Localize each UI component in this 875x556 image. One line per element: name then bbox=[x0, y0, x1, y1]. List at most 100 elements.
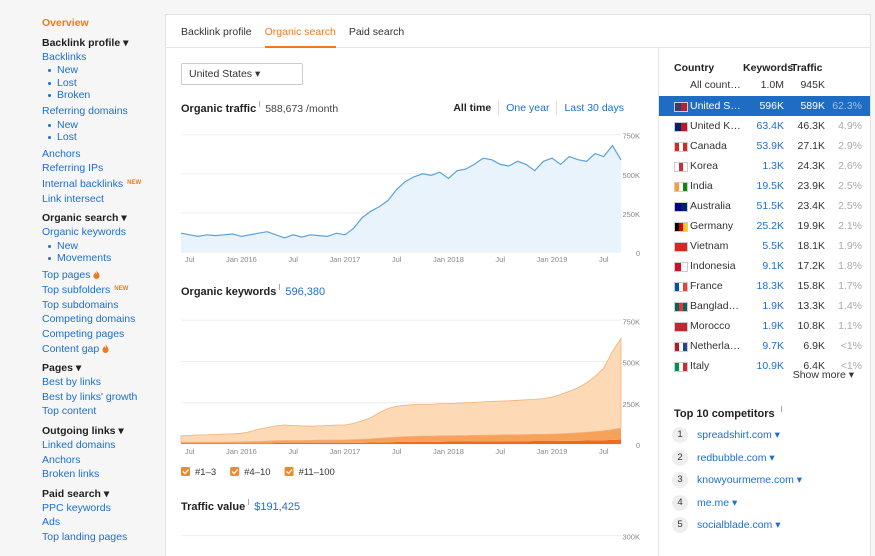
nav-link[interactable]: Content gap bbox=[42, 342, 164, 357]
country-share: 4.9% bbox=[838, 120, 862, 132]
tab[interactable]: Paid search bbox=[348, 26, 405, 38]
sidebar: Overview Backlink profile ▾ Backlinks New Lo… bbox=[42, 16, 164, 545]
nav-heading[interactable]: Backlink profile ▾ bbox=[42, 36, 129, 49]
country-name[interactable]: Indonesia bbox=[690, 260, 736, 272]
legend-label: #4–10 bbox=[244, 467, 270, 478]
nav-overview[interactable]: Overview bbox=[42, 17, 89, 29]
range-option[interactable]: One year bbox=[498, 101, 556, 115]
nav-heading[interactable]: Organic search ▾ bbox=[42, 212, 127, 225]
competitor-domain[interactable]: spreadshirt.com ▾ bbox=[697, 429, 780, 441]
country-keywords[interactable]: 1.3K bbox=[762, 160, 784, 172]
nav-link[interactable]: Top landing pages bbox=[42, 530, 128, 543]
flag-stripe bbox=[675, 103, 681, 111]
flag-stripe bbox=[679, 163, 683, 171]
country-name[interactable]: Vietnam bbox=[690, 240, 729, 252]
country-name[interactable]: Canada bbox=[690, 140, 727, 152]
country-keywords[interactable]: 1.9K bbox=[762, 320, 784, 332]
flag-stripe bbox=[675, 283, 679, 291]
nav-link[interactable]: Referring IPs bbox=[42, 162, 104, 175]
nav-link[interactable]: Ads bbox=[42, 516, 61, 529]
flag-stripe bbox=[683, 223, 687, 231]
country-name[interactable]: Banglad… bbox=[690, 300, 740, 312]
country-name[interactable]: India bbox=[690, 180, 713, 192]
nav-link[interactable]: Top subfolders NEW bbox=[42, 284, 129, 297]
country-keywords[interactable]: 51.5K bbox=[756, 200, 784, 212]
country-keywords[interactable]: 18.3K bbox=[756, 280, 784, 292]
nav-subitem[interactable]: Lost bbox=[42, 77, 164, 89]
nav-link[interactable]: Linked domains bbox=[42, 438, 116, 451]
country-share: 1.4% bbox=[838, 300, 862, 312]
country-name[interactable]: France bbox=[690, 280, 723, 292]
country-name[interactable]: Germany bbox=[690, 220, 734, 232]
country-keywords[interactable]: 25.2K bbox=[756, 220, 784, 232]
country-traffic: 24.3K bbox=[797, 160, 825, 172]
nav-subitem[interactable]: Movements bbox=[42, 252, 164, 264]
nav-link[interactable]: Competing pages bbox=[42, 327, 125, 340]
nav-link[interactable]: Anchors bbox=[42, 147, 81, 160]
country-keywords[interactable]: 9.7K bbox=[762, 340, 784, 352]
nav-link[interactable]: Internal backlinks NEW bbox=[42, 178, 142, 190]
legend-check bbox=[231, 469, 239, 475]
nav-link[interactable]: Top pages bbox=[42, 268, 164, 283]
country-traffic: 27.1K bbox=[797, 140, 825, 152]
country-keywords[interactable]: 596K bbox=[759, 100, 784, 112]
nav-subitem[interactable]: Broken bbox=[42, 89, 164, 101]
nav-link[interactable]: Best by links' growth bbox=[42, 390, 138, 403]
country-traffic: 589K bbox=[800, 100, 825, 112]
nav-link[interactable]: Backlinks bbox=[42, 50, 87, 63]
competitor-domain[interactable]: socialblade.com ▾ bbox=[697, 519, 781, 531]
tab[interactable]: Backlink profile bbox=[181, 26, 252, 38]
flag-stripe bbox=[675, 143, 679, 151]
range-option[interactable]: All time bbox=[453, 102, 492, 114]
country-share: 2.5% bbox=[838, 180, 862, 192]
country-name[interactable]: Australia bbox=[690, 200, 731, 212]
country-keywords[interactable]: 19.5K bbox=[756, 180, 784, 192]
nav-link[interactable]: Organic keywords bbox=[42, 226, 127, 239]
country-keywords[interactable]: 5.5K bbox=[762, 240, 784, 252]
competitor-domain[interactable]: me.me ▾ bbox=[697, 496, 738, 509]
legend-checkbox[interactable] bbox=[230, 467, 240, 476]
nav-link[interactable]: PPC keywords bbox=[42, 501, 111, 514]
country-keywords[interactable]: 53.9K bbox=[756, 140, 784, 152]
flag bbox=[674, 222, 688, 232]
rank: 1 bbox=[677, 429, 683, 440]
country-name[interactable]: United K… bbox=[690, 120, 741, 132]
x-tick-label: Jul bbox=[599, 447, 609, 456]
nav-link[interactable]: Link intersect bbox=[42, 192, 104, 205]
country-select[interactable]: United States ▾ bbox=[181, 63, 303, 85]
country-name[interactable]: Korea bbox=[690, 160, 719, 172]
nav-subitem[interactable]: Lost bbox=[42, 131, 164, 143]
legend-check bbox=[286, 469, 293, 475]
nav-link[interactable]: Best by links bbox=[42, 376, 101, 389]
nav-subitem[interactable]: New bbox=[42, 64, 164, 76]
country-name[interactable]: Morocco bbox=[690, 320, 731, 332]
country-keywords[interactable]: 63.4K bbox=[756, 120, 784, 132]
nav-heading[interactable]: Outgoing links ▾ bbox=[42, 424, 124, 437]
nav-link[interactable]: Anchors bbox=[42, 453, 81, 466]
legend-checkbox[interactable] bbox=[284, 467, 294, 476]
nav-link[interactable]: Referring domains bbox=[42, 105, 128, 118]
tab[interactable]: Organic search bbox=[264, 25, 336, 48]
legend-checkbox[interactable] bbox=[181, 467, 190, 476]
nav-link[interactable]: Top subdomains bbox=[42, 298, 119, 311]
country-name[interactable]: Italy bbox=[690, 360, 710, 372]
nav-link[interactable]: Competing domains bbox=[42, 313, 136, 326]
nav-heading[interactable]: Paid search ▾ bbox=[42, 487, 110, 500]
organic-traffic-title: Organic traffic bbox=[181, 103, 257, 115]
country-keywords[interactable]: 10.9K bbox=[756, 360, 784, 372]
nav-subitem[interactable]: New bbox=[42, 119, 164, 131]
country-name[interactable]: Netherla… bbox=[690, 340, 741, 352]
range-option[interactable]: Last 30 days bbox=[556, 101, 631, 115]
nav-link[interactable]: Top content bbox=[42, 405, 97, 418]
nav-link[interactable]: Broken links bbox=[42, 468, 100, 481]
x-tick-label: Jan 2018 bbox=[433, 255, 464, 264]
country-keywords[interactable]: 1.9K bbox=[762, 300, 784, 312]
country-traffic: 19.9K bbox=[797, 220, 825, 232]
nav-heading[interactable]: Pages ▾ bbox=[42, 362, 82, 375]
country-keywords[interactable]: 9.1K bbox=[762, 260, 784, 272]
nav-subitem[interactable]: New bbox=[42, 240, 164, 252]
country-name[interactable]: United S… bbox=[690, 100, 741, 112]
competitor-domain[interactable]: knowyourmeme.com ▾ bbox=[697, 474, 803, 486]
show-more[interactable]: Show more ▾ bbox=[792, 369, 854, 381]
competitor-domain[interactable]: redbubble.com ▾ bbox=[697, 451, 775, 464]
